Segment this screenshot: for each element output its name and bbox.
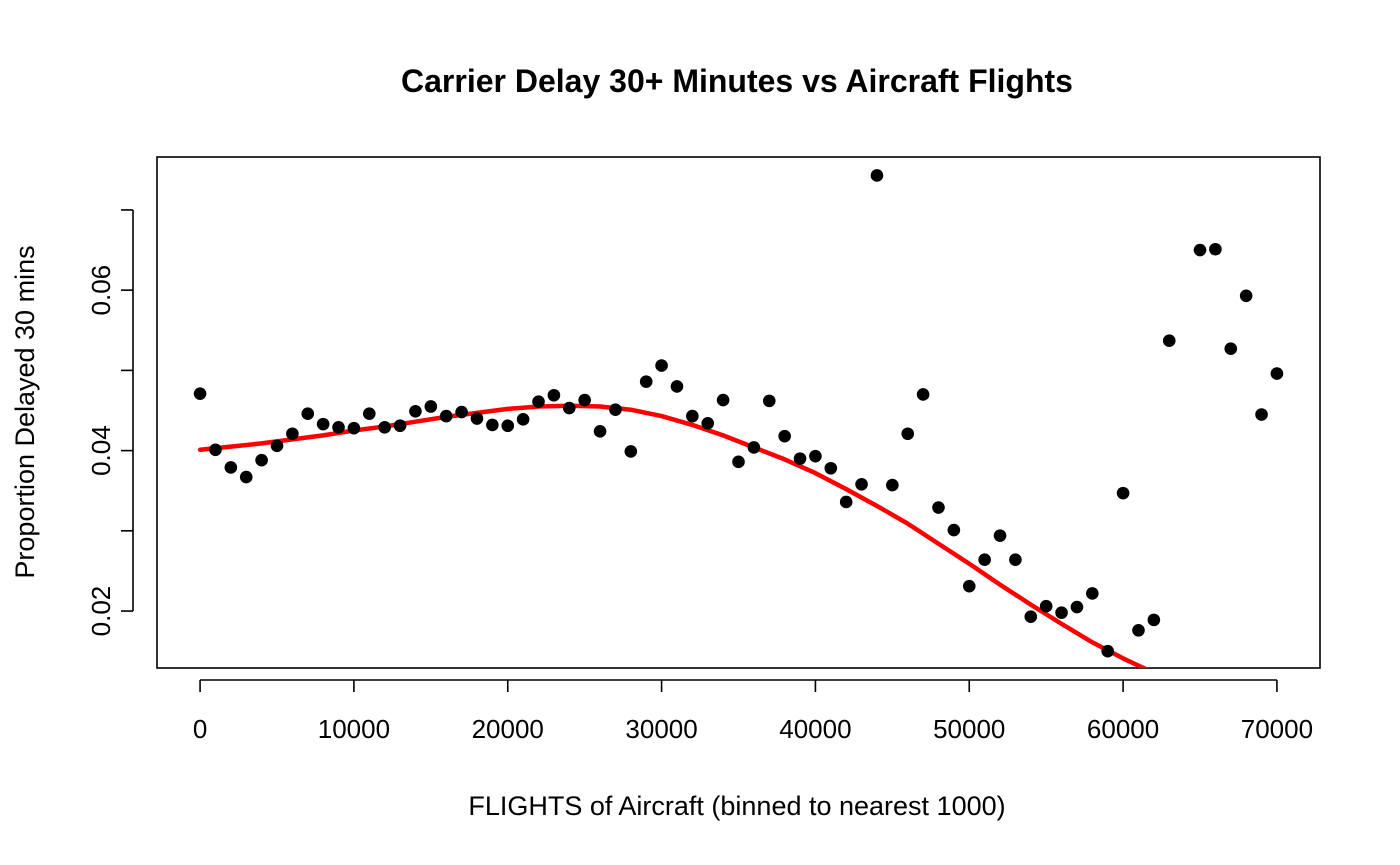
x-axis: 0 10000 20000 30000 40000 50000 60000 70000 xyxy=(193,679,1313,744)
data-point xyxy=(1270,367,1284,380)
x-tick-label: 10000 xyxy=(318,714,390,744)
data-point xyxy=(1101,644,1115,658)
plot-area xyxy=(193,169,1284,668)
data-point xyxy=(362,407,376,421)
data-point xyxy=(793,452,807,465)
data-point xyxy=(316,417,330,431)
smooth-fit-line xyxy=(197,403,1149,668)
data-point xyxy=(901,427,915,441)
data-point xyxy=(547,388,561,402)
data-point xyxy=(455,405,468,419)
data-point xyxy=(839,495,853,509)
data-point xyxy=(747,441,761,454)
data-point xyxy=(378,421,391,434)
data-point xyxy=(1224,342,1238,356)
data-point xyxy=(1239,289,1253,303)
data-point xyxy=(578,393,591,407)
data-point xyxy=(962,579,976,593)
data-point xyxy=(1055,606,1068,619)
data-point xyxy=(916,388,930,401)
data-point xyxy=(1009,553,1022,567)
data-point xyxy=(532,395,545,408)
x-tick-label: 0 xyxy=(193,714,207,744)
data-point xyxy=(1193,243,1207,257)
data-point xyxy=(1162,334,1176,348)
data-point xyxy=(209,443,222,457)
x-axis-label: FLIGHTS of Aircraft (binned to nearest 1… xyxy=(468,791,1005,821)
y-tick-label: 0.02 xyxy=(86,586,116,637)
data-point xyxy=(670,380,684,393)
data-point xyxy=(609,403,622,416)
data-point xyxy=(270,439,284,453)
data-point xyxy=(932,501,945,514)
data-point xyxy=(439,409,453,423)
x-tick-label: 50000 xyxy=(933,714,1005,744)
data-point xyxy=(855,477,868,491)
data-point xyxy=(1147,613,1161,627)
data-point xyxy=(778,429,791,443)
y-tick-label: 0.04 xyxy=(86,425,116,476)
data-point xyxy=(239,470,253,484)
data-point xyxy=(886,478,899,492)
data-point xyxy=(701,417,715,430)
data-point xyxy=(409,404,422,418)
chart-title: Carrier Delay 30+ Minutes vs Aircraft Fl… xyxy=(401,63,1073,99)
data-point xyxy=(624,445,638,458)
data-point xyxy=(1039,599,1053,613)
data-point xyxy=(562,401,576,415)
data-point xyxy=(1024,610,1038,623)
x-tick-label: 60000 xyxy=(1087,714,1159,744)
data-point xyxy=(978,553,991,567)
x-tick-label: 30000 xyxy=(625,714,697,744)
y-tick-label: 0.06 xyxy=(86,265,116,316)
data-point xyxy=(255,453,268,467)
data-point xyxy=(809,449,822,463)
data-point xyxy=(224,461,238,474)
data-point xyxy=(686,409,699,423)
data-point xyxy=(393,419,407,433)
data-point xyxy=(501,419,515,433)
x-tick-label: 70000 xyxy=(1241,714,1313,744)
data-point xyxy=(716,393,730,407)
data-point xyxy=(993,529,1007,542)
plot-frame xyxy=(156,156,1321,669)
data-point xyxy=(762,394,776,408)
data-point xyxy=(1070,600,1084,614)
data-point xyxy=(870,169,884,182)
data-point xyxy=(1086,587,1099,600)
data-point xyxy=(1255,408,1268,421)
data-point xyxy=(1132,623,1145,637)
data-point xyxy=(424,400,438,413)
data-point xyxy=(301,407,315,421)
data-point xyxy=(655,359,668,372)
data-point xyxy=(947,523,961,537)
data-point xyxy=(824,461,838,475)
y-axis-label: Proportion Delayed 30 mins xyxy=(10,245,40,578)
y-axis: 0.02 0.04 0.06 xyxy=(86,209,134,637)
x-tick-label: 40000 xyxy=(779,714,851,744)
data-point xyxy=(1116,486,1130,500)
x-tick-label: 20000 xyxy=(472,714,544,744)
data-point xyxy=(193,387,207,400)
data-point xyxy=(286,427,299,441)
data-point xyxy=(732,455,745,469)
data-point xyxy=(470,412,484,425)
data-point xyxy=(486,418,499,432)
data-point xyxy=(516,413,530,426)
data-point xyxy=(332,421,345,434)
data-point xyxy=(593,425,607,438)
data-point xyxy=(1209,242,1222,256)
data-point xyxy=(639,375,653,388)
data-point xyxy=(347,421,361,435)
